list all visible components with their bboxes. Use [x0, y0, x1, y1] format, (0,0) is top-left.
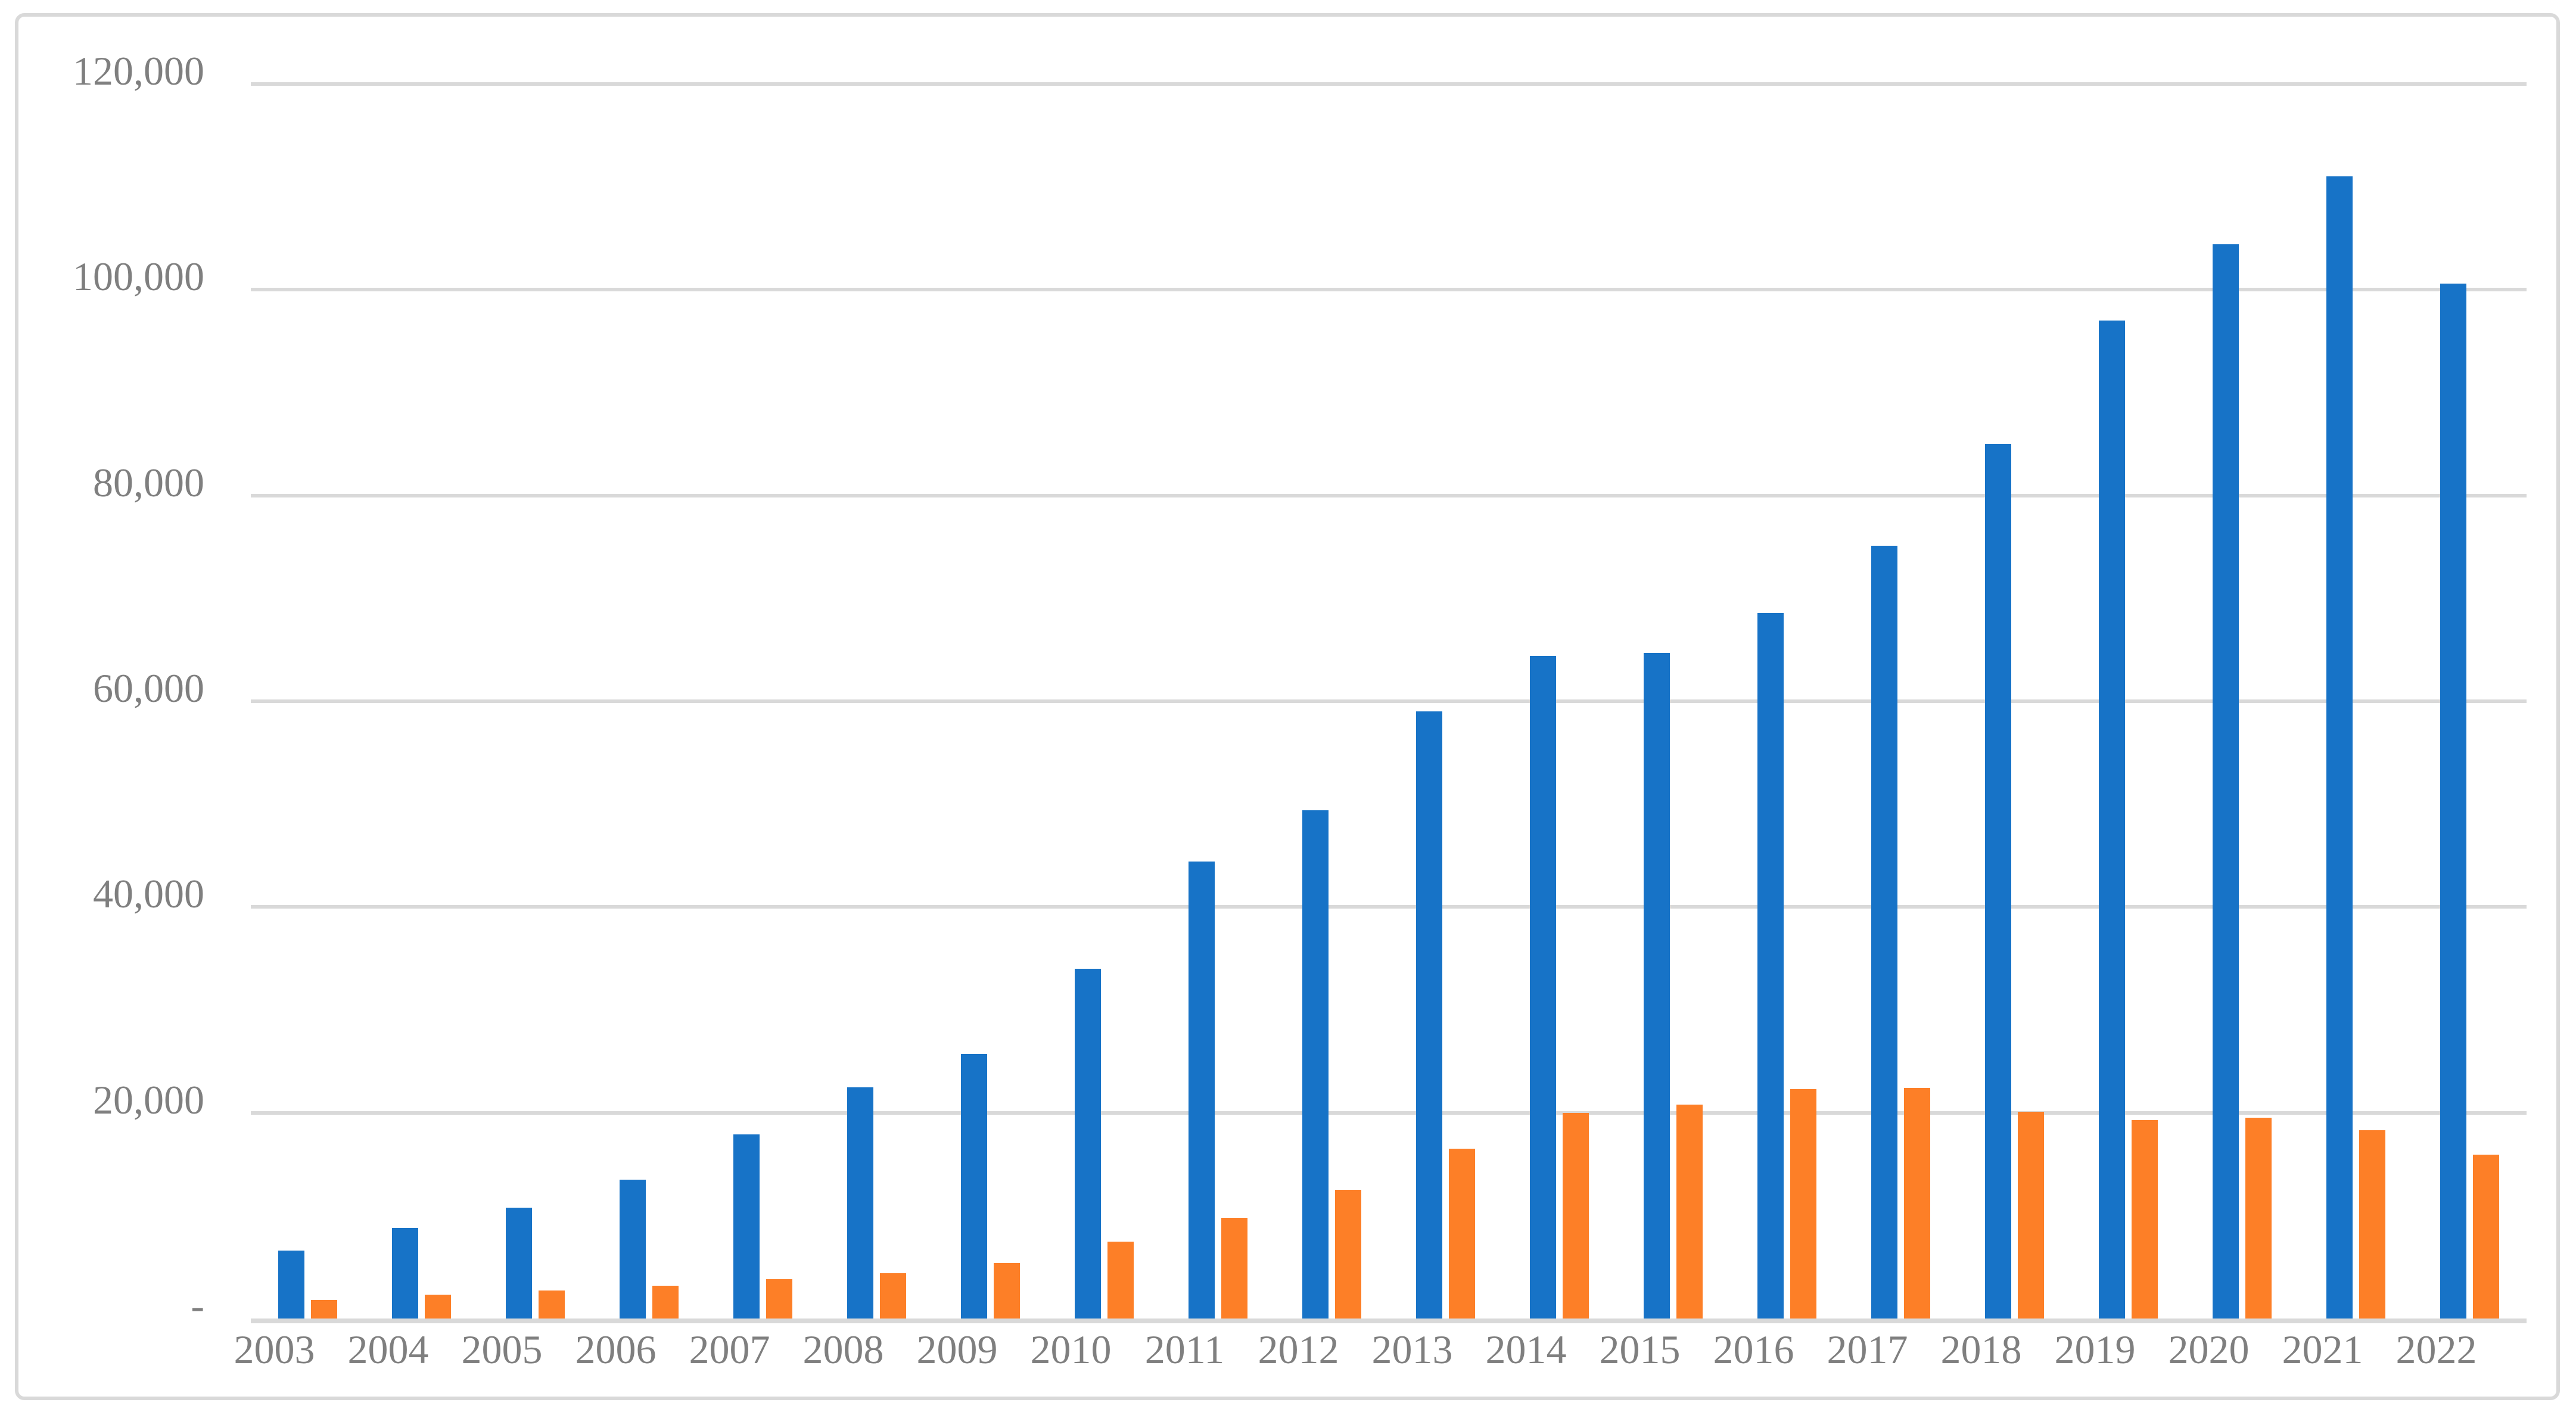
bar-2011-blue-series — [1189, 862, 1215, 1319]
bar-2015-blue-series — [1644, 652, 1670, 1319]
x-axis-tick-label: 2021 — [2282, 1327, 2363, 1372]
bar-group-2007 — [706, 84, 820, 1319]
bar-2017-blue-series — [1871, 546, 1897, 1319]
x-axis-tick-label: 2003 — [234, 1327, 315, 1372]
x-axis-tick-label: 2022 — [2395, 1327, 2477, 1372]
bar-group-2005 — [478, 84, 592, 1319]
bar-2012-blue-series — [1302, 810, 1329, 1319]
x-axis-tick-label: 2011 — [1144, 1327, 1225, 1372]
gridline-80000 — [251, 493, 2527, 497]
x-axis-tick-label: 2014 — [1485, 1327, 1567, 1372]
bar-2014-orange-series — [1563, 1112, 1589, 1319]
bar-2017-orange-series — [1904, 1088, 1930, 1319]
bar-2018-orange-series — [2018, 1111, 2044, 1319]
bar-2012-orange-series — [1335, 1190, 1361, 1319]
y-axis-tick-label: - — [191, 1283, 204, 1328]
x-axis-tick-label: 2013 — [1371, 1327, 1453, 1372]
gridline-40000 — [251, 905, 2527, 909]
x-axis-tick-label: 2005 — [461, 1327, 543, 1372]
bar-group-2016 — [1730, 84, 1844, 1319]
bar-group-2014 — [1502, 84, 1616, 1319]
bar-2022-blue-series — [2440, 283, 2466, 1319]
bar-group-2009 — [934, 84, 1047, 1319]
bar-2004-orange-series — [425, 1295, 451, 1319]
bar-2006-orange-series — [652, 1285, 679, 1319]
bar-group-2003 — [251, 84, 365, 1319]
x-axis-tick-label: 2012 — [1258, 1327, 1339, 1372]
bar-2008-blue-series — [847, 1087, 873, 1319]
x-axis-tick-label: 2018 — [1940, 1327, 2022, 1372]
x-axis-tick-label: 2008 — [802, 1327, 884, 1372]
bar-group-2021 — [2299, 84, 2413, 1319]
bar-group-2008 — [820, 84, 934, 1319]
bar-2020-blue-series — [2213, 244, 2239, 1319]
gridline-60000 — [251, 699, 2527, 703]
bar-2015-orange-series — [1676, 1104, 1703, 1319]
x-axis-tick-label: 2016 — [1713, 1327, 1794, 1372]
gridline-120000 — [251, 82, 2527, 86]
x-axis-tick-label: 2009 — [916, 1327, 998, 1372]
x-axis-tick-label: 2019 — [2054, 1327, 2136, 1372]
x-axis-tick-label: 2006 — [575, 1327, 657, 1372]
plot-area — [251, 82, 2527, 1323]
bar-group-2022 — [2413, 84, 2527, 1319]
bar-2003-blue-series — [278, 1251, 304, 1319]
x-axis-line — [251, 1319, 2527, 1323]
y-axis-tick-label: 40,000 — [93, 871, 204, 917]
bar-2004-blue-series — [392, 1228, 418, 1319]
x-axis-tick-label: 2020 — [2168, 1327, 2250, 1372]
bar-2020-orange-series — [2245, 1118, 2272, 1319]
bar-group-2015 — [1616, 84, 1730, 1319]
x-axis-tick-label: 2017 — [1827, 1327, 1908, 1372]
bar-2016-blue-series — [1757, 612, 1784, 1319]
bar-2005-blue-series — [506, 1207, 532, 1319]
chart-frame: 120,000 100,000 80,000 60,000 40,000 20,000 - — [15, 13, 2560, 1400]
bar-2007-orange-series — [766, 1279, 792, 1319]
bar-group-2006 — [592, 84, 706, 1319]
bar-group-2017 — [1844, 84, 1958, 1319]
bar-2021-blue-series — [2326, 176, 2353, 1319]
bar-2007-blue-series — [733, 1134, 760, 1319]
bar-group-2012 — [1275, 84, 1389, 1319]
x-axis-tick-label: 2015 — [1599, 1327, 1681, 1372]
bar-2021-orange-series — [2359, 1130, 2385, 1319]
bar-group-2010 — [1047, 84, 1161, 1319]
bar-2009-orange-series — [994, 1262, 1020, 1319]
bar-2013-blue-series — [1416, 711, 1442, 1319]
bar-2010-blue-series — [1075, 968, 1101, 1319]
gridline-20000 — [251, 1111, 2527, 1115]
bar-group-2011 — [1161, 84, 1275, 1319]
bar-2006-blue-series — [620, 1179, 646, 1319]
bar-group-2013 — [1389, 84, 1502, 1319]
x-axis-tick-label: 2007 — [689, 1327, 770, 1372]
y-axis-tick-label: 20,000 — [93, 1077, 204, 1122]
y-axis-tick-label: 120,000 — [73, 48, 204, 94]
bar-2005-orange-series — [539, 1290, 565, 1319]
bar-2009-blue-series — [961, 1054, 987, 1319]
y-axis-tick-label: 60,000 — [93, 666, 204, 711]
bar-2010-orange-series — [1107, 1241, 1134, 1319]
bar-group-2004 — [365, 84, 478, 1319]
bar-2016-orange-series — [1790, 1089, 1816, 1319]
gridline-100000 — [251, 288, 2527, 292]
bar-2022-orange-series — [2473, 1155, 2499, 1319]
bar-2008-orange-series — [880, 1273, 906, 1319]
bar-2018-blue-series — [1985, 444, 2011, 1319]
y-axis-tick-label: 100,000 — [73, 254, 204, 300]
bar-group-2019 — [2071, 84, 2185, 1319]
bar-2019-blue-series — [2099, 321, 2125, 1319]
bar-group-2020 — [2185, 84, 2299, 1319]
bar-2014-blue-series — [1530, 656, 1556, 1319]
x-axis-tick-label: 2010 — [1030, 1327, 1112, 1372]
x-axis-tick-label: 2004 — [347, 1327, 429, 1372]
bar-2013-orange-series — [1449, 1149, 1475, 1319]
bar-2019-orange-series — [2132, 1120, 2158, 1319]
y-axis-tick-label: 80,000 — [93, 459, 204, 505]
bar-2003-orange-series — [311, 1299, 337, 1319]
bar-2011-orange-series — [1221, 1217, 1247, 1319]
bar-group-2018 — [1958, 84, 2071, 1319]
